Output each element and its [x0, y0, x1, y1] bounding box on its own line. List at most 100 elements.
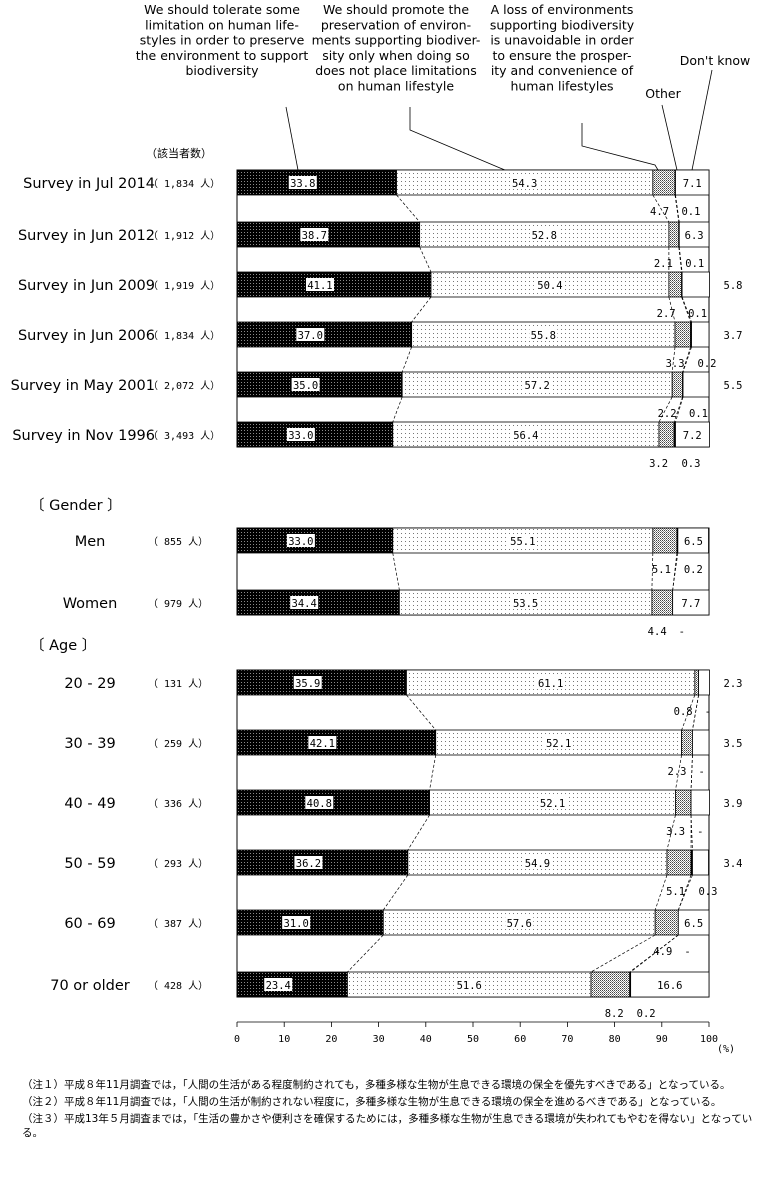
value-label-bg — [536, 676, 565, 689]
bar-segment-3 — [652, 169, 676, 196]
x-tick-label: 60 — [514, 1034, 526, 1045]
connector-line — [678, 246, 683, 273]
x-tick-label: 0 — [234, 1034, 240, 1045]
bar-segment-3 — [658, 421, 675, 448]
connector-line — [666, 814, 676, 851]
value-label-series-3: 5.1 — [666, 886, 685, 898]
bar-segment-2 — [435, 729, 683, 756]
value-label-series-5: 3.5 — [724, 738, 743, 750]
value-label-series-2: 51.6 — [457, 980, 482, 992]
category-label: 20 - 29 — [64, 676, 115, 692]
connector-line — [392, 396, 403, 423]
connector-line — [651, 552, 654, 591]
footnotes: （注１）平成８年11月調査では，「人間の生活がある程度制約されても，多種多様な生… — [22, 1078, 767, 1143]
value-label-bg — [544, 736, 573, 749]
value-label-series-3: 2.3 — [668, 766, 687, 778]
value-label-bg — [505, 916, 534, 929]
legend-leader-line — [581, 123, 659, 171]
category-label: 40 - 49 — [64, 796, 115, 812]
value-label-series-5: 6.3 — [685, 230, 704, 242]
value-label-series-4: 0.1 — [688, 308, 707, 320]
x-tick-label: 10 — [278, 1034, 290, 1045]
plot-frame — [236, 169, 710, 448]
value-label-series-3: 3.3 — [666, 358, 685, 370]
category-label: Survey in Jul 2014 — [23, 176, 155, 192]
connector-line — [407, 814, 430, 851]
connector-line — [675, 194, 680, 223]
footnote: （注１）平成８年11月調査では，「人間の生活がある程度制約されても，多種多様な生… — [22, 1079, 731, 1091]
bar-segment-5 — [677, 909, 710, 936]
respondent-count: （ 2,072 人） — [148, 380, 220, 392]
x-tick-label: 30 — [373, 1034, 385, 1045]
bar-segment-3 — [694, 669, 700, 696]
bar-segment-1 — [236, 371, 403, 398]
value-label-series-2: 54.9 — [525, 858, 550, 870]
value-label-bg — [538, 796, 567, 809]
category-label: 60 - 69 — [64, 916, 115, 932]
value-label-bg — [300, 228, 329, 241]
bar-segment-3 — [590, 971, 631, 998]
bar-segment-5 — [690, 789, 710, 816]
category-label: Survey in Jun 2006 — [18, 328, 155, 344]
connector-line — [654, 874, 668, 911]
value-label-series-3: 2.1 — [654, 258, 673, 270]
value-label-series-2: 53.5 — [513, 598, 538, 610]
value-label-series-3: 5.1 — [652, 564, 671, 576]
bar-segment-5 — [692, 729, 710, 756]
value-label-series-4: 0.1 — [685, 258, 704, 270]
value-label-bg — [294, 856, 323, 869]
respondent-count: （ 1,919 人） — [148, 280, 220, 292]
connector-line — [668, 296, 676, 323]
value-label-series-2: 52.1 — [540, 798, 565, 810]
legend-leader-line — [661, 104, 678, 171]
bar-segment-5 — [677, 527, 709, 554]
value-label-bg — [535, 278, 564, 291]
connector-line — [652, 194, 670, 223]
value-label-series-2: 57.6 — [507, 918, 532, 930]
value-label-series-5: 7.2 — [683, 430, 702, 442]
respondent-count: （ 1,834 人） — [148, 330, 220, 342]
value-label-series-4: - — [679, 626, 685, 638]
value-label-series-2: 50.4 — [537, 280, 562, 292]
connector-line — [682, 346, 692, 373]
value-label-series-1: 42.1 — [310, 738, 335, 750]
respondent-count: （ 387 人） — [148, 918, 208, 930]
legend-label-series-1: We should tolerate some limitation on hum… — [136, 2, 309, 78]
footnote: （注２）平成８年11月調査では，「人間の生活が制約されない程度に，多種多様な生物… — [22, 1096, 722, 1108]
value-label-series-3: 8.2 — [605, 1008, 624, 1020]
connector-line — [673, 396, 683, 423]
respondent-count: （ 3,493 人） — [148, 430, 220, 442]
value-label-series-5: 5.5 — [724, 380, 743, 392]
value-label-series-3: 4.9 — [653, 946, 672, 958]
category-label: Survey in Nov 1996 — [12, 428, 155, 444]
respondent-count: （ 855 人） — [148, 536, 208, 548]
x-tick-label: 80 — [609, 1034, 621, 1045]
connector-line — [690, 754, 693, 791]
bar-segment-3 — [654, 909, 679, 936]
value-label-series-1: 35.0 — [293, 380, 318, 392]
bar-segment-3 — [675, 789, 692, 816]
connector-line — [671, 346, 676, 373]
value-label-bg — [286, 428, 315, 441]
connector-line — [347, 934, 384, 973]
value-label-series-1: 40.8 — [307, 798, 332, 810]
value-label-series-5: 3.4 — [724, 858, 743, 870]
category-label: Survey in May 2001 — [11, 378, 155, 394]
bar-segment-5 — [682, 371, 710, 398]
value-label-series-5: 2.3 — [724, 678, 743, 690]
value-label-series-3: 4.7 — [650, 206, 669, 218]
connector-line — [590, 934, 656, 973]
value-label-bg — [523, 856, 552, 869]
value-label-bg — [290, 596, 319, 609]
value-label-series-2: 52.1 — [546, 738, 571, 750]
value-label-series-1: 33.0 — [288, 536, 313, 548]
value-label-series-3: 2.7 — [657, 308, 676, 320]
category-label: 70 or older — [50, 978, 130, 994]
stacked-bar-chart: We should tolerate some limitation on hum… — [11, 2, 751, 1055]
connector-line — [677, 874, 693, 911]
value-label-series-1: 31.0 — [284, 918, 309, 930]
value-label-series-3: 4.4 — [648, 626, 667, 638]
bar-segment-1 — [236, 729, 437, 756]
value-label-series-1: 41.1 — [307, 280, 332, 292]
footnote: （注３）平成13年５月調査までは，「生活の豊かさや便利さを確保するためには，多種… — [22, 1113, 753, 1139]
